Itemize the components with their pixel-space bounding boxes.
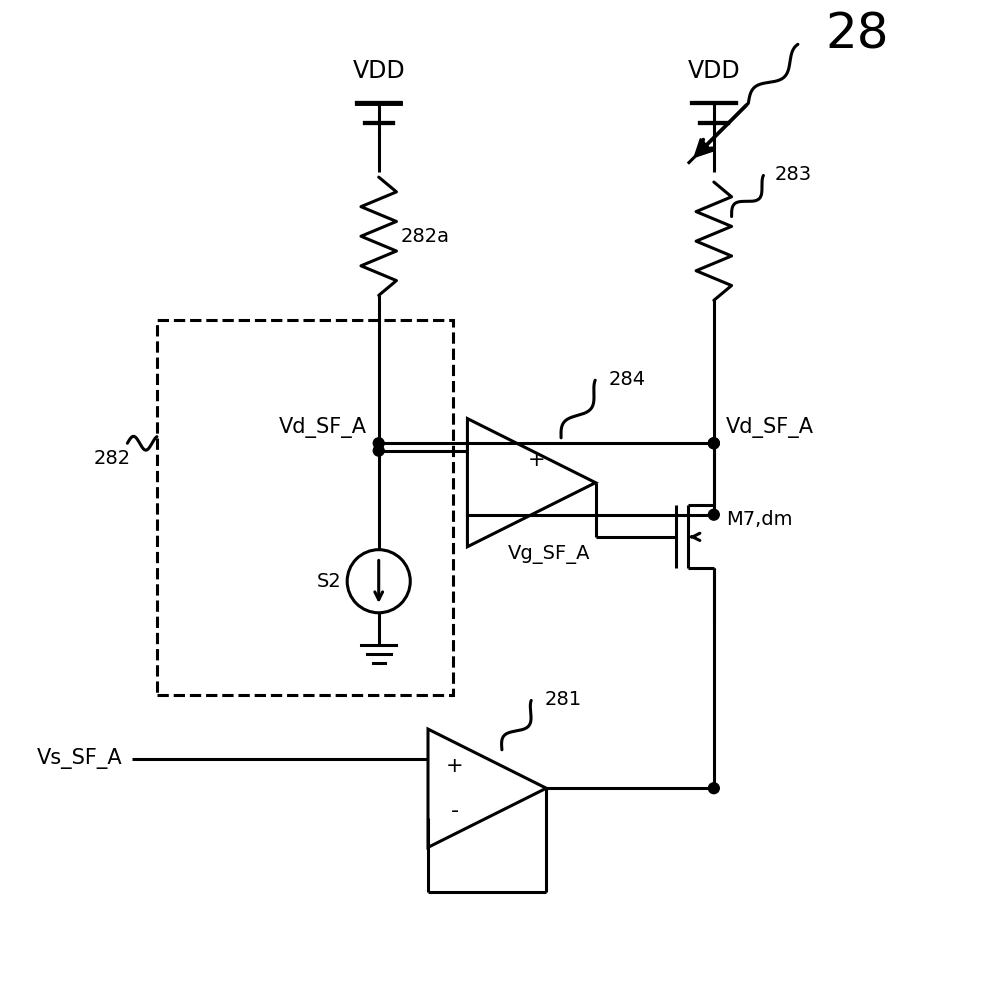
Text: +: +: [445, 756, 463, 776]
Text: M7,dm: M7,dm: [726, 510, 792, 529]
Text: VDD: VDD: [688, 59, 741, 83]
Text: +: +: [528, 450, 546, 470]
Text: -: -: [450, 801, 458, 821]
Text: Vg_SF_A: Vg_SF_A: [508, 545, 590, 564]
Text: Vd_SF_A: Vd_SF_A: [279, 417, 367, 438]
Circle shape: [374, 445, 384, 456]
Text: VDD: VDD: [353, 59, 405, 83]
Text: 281: 281: [545, 690, 581, 709]
Circle shape: [709, 438, 720, 449]
Circle shape: [709, 783, 720, 794]
Polygon shape: [694, 139, 713, 157]
Text: S2: S2: [317, 572, 342, 591]
Circle shape: [709, 509, 720, 520]
Text: 282a: 282a: [401, 227, 449, 246]
Circle shape: [374, 438, 384, 449]
Text: 283: 283: [775, 165, 812, 184]
Text: 28: 28: [825, 10, 889, 58]
Text: Vd_SF_A: Vd_SF_A: [726, 417, 814, 438]
Text: 282: 282: [94, 449, 131, 468]
Text: 284: 284: [608, 370, 645, 389]
Circle shape: [709, 438, 720, 449]
Text: Vs_SF_A: Vs_SF_A: [37, 748, 122, 769]
